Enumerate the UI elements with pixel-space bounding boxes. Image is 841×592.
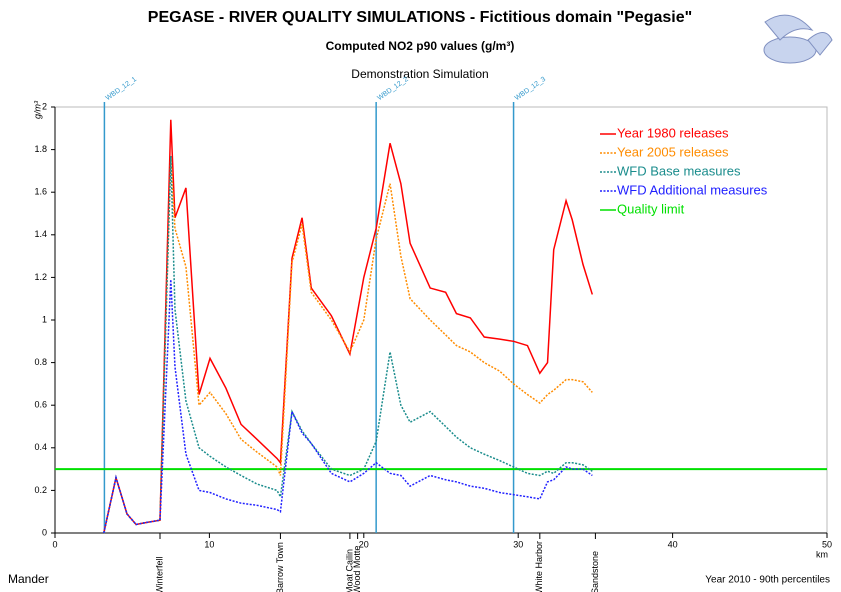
x-tick-label: 40 [668, 539, 678, 549]
x-tick-label: 50 [822, 539, 832, 549]
location-label: Sandstone [590, 551, 600, 592]
x-axis-label: km [816, 549, 828, 559]
y-tick-label: 2 [42, 101, 47, 111]
x-tick-label: 30 [513, 539, 523, 549]
y-tick-label: 0.4 [34, 442, 47, 452]
chart-title: PEGASE - RIVER QUALITY SIMULATIONS - Fic… [148, 9, 692, 26]
series-line [104, 280, 593, 533]
footer-left: Mander [8, 572, 49, 586]
location-label: Winterfell [154, 556, 164, 592]
y-tick-label: 0.8 [34, 357, 47, 367]
y-tick-label: 0 [42, 527, 47, 537]
y-tick-label: 0.2 [34, 485, 47, 495]
legend-label: WFD Additional measures [617, 182, 768, 197]
series-line [104, 120, 593, 533]
y-tick-label: 1.2 [34, 272, 47, 282]
legend-label: Year 1980 releases [617, 125, 729, 140]
y-tick-label: 1.6 [34, 187, 47, 197]
y-axis-label: g/m³ [32, 100, 42, 119]
logo [764, 15, 832, 63]
y-tick-label: 1.4 [34, 229, 47, 239]
section-label: WBD_12_1 [105, 76, 138, 102]
y-tick-label: 0.6 [34, 400, 47, 410]
footer-right: Year 2010 - 90th percentiles [705, 575, 830, 586]
chart-subtitle: Computed NO2 p90 values (g/m³) [326, 39, 515, 53]
x-tick-label: 10 [204, 539, 214, 549]
legend-label: WFD Base measures [617, 163, 741, 178]
location-label: White Harbor [534, 541, 544, 592]
caption: Demonstration Simulation [351, 67, 488, 81]
location-label: Wood Motte [352, 546, 362, 592]
y-tick-label: 1 [42, 314, 47, 324]
chart: PEGASE - RIVER QUALITY SIMULATIONS - Fic… [0, 0, 841, 592]
series-line [104, 158, 593, 533]
y-tick-label: 1.8 [34, 144, 47, 154]
x-tick-label: 0 [52, 539, 57, 549]
legend-label: Year 2005 releases [617, 144, 729, 159]
location-label: Barrow Town [275, 542, 285, 592]
section-label: WBD_12_3 [514, 76, 547, 102]
legend-label: Quality limit [617, 201, 685, 216]
